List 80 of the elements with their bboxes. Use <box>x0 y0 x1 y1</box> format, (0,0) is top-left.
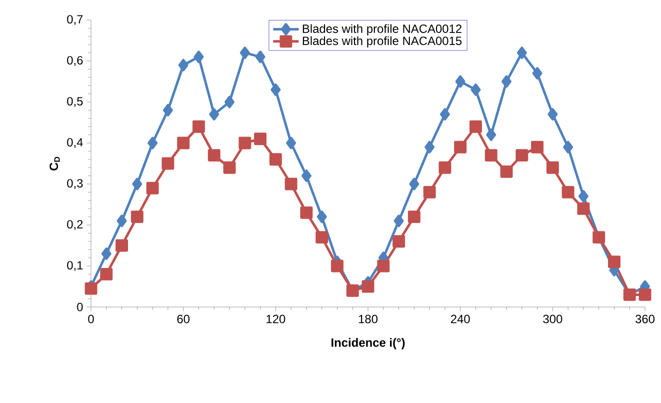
point <box>116 214 127 228</box>
x-tick-label: 60 <box>177 314 190 324</box>
point <box>330 260 344 272</box>
x-tick-label: 0 <box>88 314 94 324</box>
point <box>409 178 420 190</box>
x-axis-title: Incidence i(°) <box>332 338 405 350</box>
point <box>377 260 390 272</box>
point <box>132 178 142 190</box>
point <box>455 75 466 88</box>
point <box>438 161 452 174</box>
y-tick-label: 0,7 <box>67 15 83 25</box>
point <box>301 170 312 182</box>
point <box>284 178 298 190</box>
point <box>101 247 112 260</box>
point <box>116 239 128 252</box>
point <box>286 136 296 150</box>
point <box>516 149 528 162</box>
point <box>300 206 313 219</box>
y-tick-label: 0,3 <box>67 179 83 189</box>
point <box>270 83 281 96</box>
y-tick-label: 0 <box>77 302 83 312</box>
point <box>469 120 482 133</box>
point <box>532 67 542 80</box>
point <box>423 186 436 198</box>
legend-label: Blades with profile NACA0015 <box>302 36 462 48</box>
x-tick-label: 240 <box>450 314 470 324</box>
point <box>177 136 190 150</box>
point <box>194 50 204 64</box>
point <box>223 161 236 174</box>
point <box>148 136 158 150</box>
point <box>578 190 588 203</box>
point <box>424 140 435 154</box>
point <box>470 83 481 96</box>
point <box>224 96 234 108</box>
point <box>269 153 282 166</box>
x-tick-label: 360 <box>635 314 655 324</box>
point <box>208 149 220 162</box>
point <box>546 161 559 174</box>
point <box>209 108 220 121</box>
point <box>146 182 159 194</box>
point <box>162 104 173 116</box>
point <box>500 165 513 178</box>
y-tick-label: 0,1 <box>67 261 83 271</box>
point <box>255 50 266 64</box>
point <box>394 214 404 228</box>
point <box>408 210 420 224</box>
point <box>162 157 174 170</box>
legend-label: Blades with profile NACA0012 <box>302 24 462 36</box>
point <box>316 210 327 224</box>
point <box>516 46 527 60</box>
y-axis-title: C$_{D}$ <box>50 156 60 170</box>
point <box>100 268 113 280</box>
y-tick-label: 0,2 <box>67 220 83 230</box>
point <box>130 210 144 224</box>
point <box>562 186 574 198</box>
x-tick-label: 180 <box>358 314 378 324</box>
y-tick-label: 0,6 <box>67 56 83 66</box>
x-tick-label: 300 <box>543 314 562 324</box>
point <box>548 108 558 121</box>
point <box>192 120 205 133</box>
point <box>608 256 620 268</box>
point <box>238 136 252 150</box>
point <box>502 75 512 88</box>
point <box>254 132 267 146</box>
point <box>484 149 498 162</box>
point <box>240 46 250 60</box>
x-tick-label: 120 <box>266 314 286 324</box>
point <box>563 140 574 154</box>
y-tick-label: 0,4 <box>67 138 83 148</box>
y-tick-label: 0,5 <box>67 97 83 107</box>
point <box>454 140 467 154</box>
point <box>577 202 590 215</box>
point <box>362 280 374 293</box>
point <box>440 108 450 121</box>
point <box>531 140 544 154</box>
point <box>638 288 652 301</box>
point <box>392 235 406 248</box>
point <box>486 128 496 142</box>
point <box>316 231 328 244</box>
point <box>178 58 188 72</box>
